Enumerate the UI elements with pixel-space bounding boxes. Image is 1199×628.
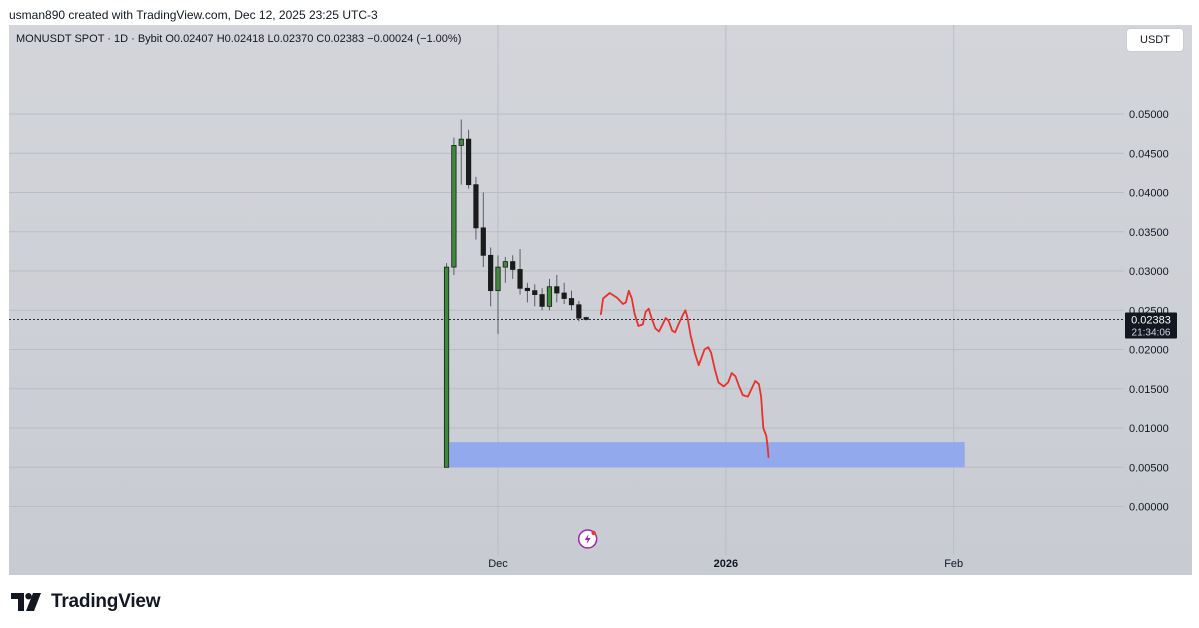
candle-down[interactable] [480,227,486,256]
candle-up[interactable] [458,138,464,146]
candle-down[interactable] [524,287,531,292]
candle-down[interactable] [488,254,494,292]
chart-caption: usman890 created with TradingView.com, D… [9,8,378,22]
candle-down[interactable] [568,298,575,306]
y-tick-label: 0.00500 [1129,462,1169,474]
last-price-value: 0.02383 [1131,314,1171,326]
y-tick-label: 0.03500 [1129,227,1169,239]
price-chart[interactable]: 0.050000.045000.040000.035000.030000.025… [9,25,1192,575]
candle-down[interactable] [561,292,567,299]
candle-up[interactable] [495,266,501,292]
candle-down[interactable] [473,184,479,229]
forecast-drawing[interactable] [600,289,770,459]
chart-area[interactable]: 0.05000 0.04500 0.04000 0.03500 0.03000 0.025… [9,25,1192,575]
candle-up[interactable] [546,286,553,307]
y-tick-label: 0.01500 [1129,384,1169,396]
y-tick-label: 0.05000 [1129,109,1169,121]
y-tick-label: 0.00000 [1129,502,1169,514]
tradingview-wordmark: TradingView [51,591,161,612]
target-zone[interactable] [449,442,965,468]
tradingview-logo-icon [11,593,41,611]
last-price-label [1125,312,1177,339]
alert-dot [591,530,596,536]
candle-up[interactable] [451,145,457,268]
candle-down[interactable] [510,261,516,270]
y-tick-label: 0.01000 [1129,423,1169,435]
candle-up[interactable] [443,266,450,468]
tradingview-logo[interactable]: TradingView [11,591,161,613]
candle-down[interactable] [532,290,538,295]
x-tick-label: Feb [944,558,963,570]
y-tick-label: 0.04500 [1129,148,1169,160]
symbol-info: MONUSDT SPOT · 1D · Bybit O0.02407 H0.02… [16,33,462,45]
y-tick-label: 0.02000 [1129,345,1169,357]
bar-countdown: 21:34:06 [1132,327,1171,338]
y-tick-label: 0.04000 [1129,188,1169,200]
candle-down[interactable] [576,304,582,319]
x-tick-label: 2026 [714,558,738,570]
candle-up[interactable] [502,261,508,268]
x-tick-label: Dec [488,558,508,570]
candle-down[interactable] [554,286,560,294]
currency-button[interactable]: USDT [1126,28,1184,52]
candle-down[interactable] [465,138,472,186]
candle-down[interactable] [539,294,545,307]
candle-down[interactable] [517,269,523,289]
lightning-glyph [584,534,591,544]
candle-down[interactable] [583,317,589,320]
y-tick-label: 0.03000 [1129,266,1169,278]
